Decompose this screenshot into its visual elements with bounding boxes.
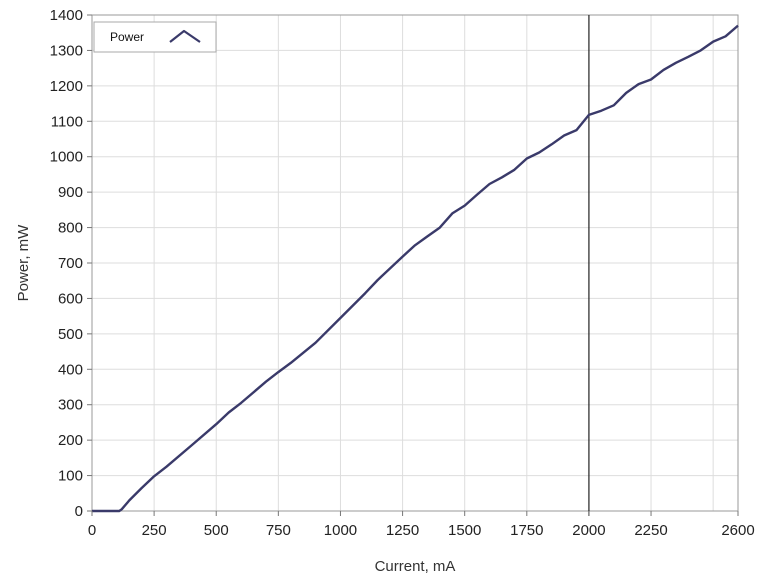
x-axis-ticks: 0 250 500 750 1000 1250 1500 1750 2000 2250 2600 (88, 511, 755, 539)
x-tick-label: 2250 (634, 522, 667, 539)
legend[interactable]: Power (93, 21, 217, 53)
x-tick-label: 0 (88, 522, 96, 539)
y-tick-label: 700 (58, 255, 83, 272)
y-tick-label: 200 (58, 432, 83, 449)
legend-line-icon (169, 29, 201, 43)
x-tick-label: 500 (204, 522, 229, 539)
y-tick-label: 1200 (50, 78, 83, 95)
x-tick-label: 750 (266, 522, 291, 539)
y-tick-label: 1000 (50, 149, 83, 166)
legend-label-power: Power (110, 30, 144, 44)
y-tick-label: 1300 (50, 42, 83, 59)
series-line-power (92, 24, 739, 513)
x-tick-label: 1750 (510, 522, 543, 539)
x-tick-label: 1500 (448, 522, 481, 539)
y-tick-label: 500 (58, 326, 83, 343)
y-tick-label: 800 (58, 220, 83, 237)
y-tick-label: 300 (58, 397, 83, 414)
y-axis-ticks: 0 100 200 300 400 500 600 700 800 900 1000 1100 1200… (50, 7, 92, 520)
y-tick-label: 1100 (51, 113, 83, 130)
x-tick-label: 2000 (572, 522, 605, 539)
x-tick-label: 2600 (721, 522, 754, 539)
x-tick-label: 1250 (386, 522, 419, 539)
legend-box (93, 21, 217, 53)
y-tick-label: 900 (58, 184, 83, 201)
series-layer (92, 24, 739, 513)
y-tick-label: 1400 (50, 7, 83, 24)
y-tick-label: 100 (58, 468, 83, 485)
y-axis-title: Power, mW (15, 224, 32, 302)
x-tick-label: 1000 (324, 522, 357, 539)
y-tick-label: 0 (75, 503, 83, 520)
x-tick-label: 250 (142, 522, 167, 539)
y-tick-label: 600 (58, 290, 83, 307)
y-tick-label: 400 (58, 361, 83, 378)
x-axis-title: Current, mA (375, 558, 456, 575)
